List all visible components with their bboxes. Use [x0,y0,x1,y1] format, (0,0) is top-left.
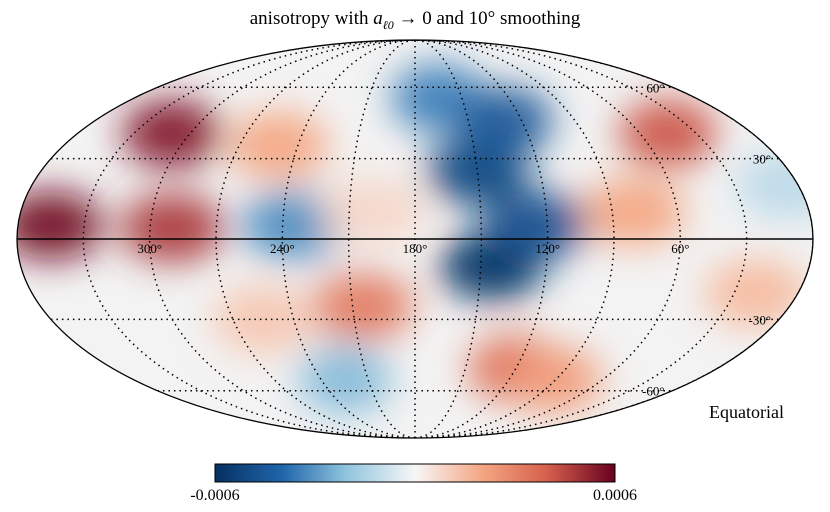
longitude-labels: 300° 240° 180° 120° 60° [137,241,689,256]
anisotropy-blob [298,345,392,414]
longitude-tick-label: 300° [137,241,162,256]
anisotropy-blob [704,259,807,328]
anisotropy-blob [17,191,103,260]
anisotropy-blob [455,87,553,156]
anisotropy-blob [312,272,414,341]
anisotropy-blob [228,111,329,180]
meridian-line [215,40,416,438]
chart-title-math-sub: ℓ0 [382,17,394,32]
latitude-tick-label: -60° [642,384,665,399]
anisotropy-blob [122,99,221,168]
latitude-tick-label: 60° [646,80,664,95]
chart-title-suffix: → 0 and 10° smoothing [393,8,581,29]
chart-title: anisotropy with aℓ0 → 0 and 10° smoothin… [0,8,830,33]
anisotropy-blob [319,177,424,246]
chart-title-math-var: a [373,8,383,29]
colorbar [214,463,616,483]
anisotropy-blob [582,177,686,246]
longitude-tick-label: 60° [671,241,689,256]
longitude-tick-label: 120° [535,241,560,256]
latitude-tick-label: 30° [753,152,771,167]
colorbar-min-label: -0.0006 [190,487,239,504]
anisotropy-field [17,64,813,414]
latitude-tick-label: -30° [749,312,772,327]
anisotropy-blob [736,150,813,219]
anisotropy-blob [618,99,718,168]
meridian-line [414,40,483,438]
latitude-labels: 60° 30° -30° -60° [642,80,771,398]
longitude-tick-label: 240° [270,241,295,256]
anisotropy-blob [508,345,603,414]
longitude-tick-label: 180° [403,241,428,256]
anisotropy-blob [484,191,589,260]
meridian-line [414,40,549,438]
anisotropy-blob [120,194,225,263]
chart-title-prefix: anisotropy with [249,8,374,29]
coordinate-frame-label: Equatorial [709,402,784,422]
colorbar-max-label: 0.0006 [593,487,637,504]
